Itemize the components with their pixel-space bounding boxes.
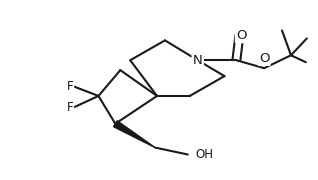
- Text: F: F: [66, 80, 73, 93]
- Text: F: F: [66, 101, 73, 114]
- Text: OH: OH: [196, 148, 214, 161]
- Text: O: O: [259, 52, 269, 65]
- Polygon shape: [114, 121, 155, 148]
- Text: O: O: [236, 29, 247, 42]
- Text: N: N: [193, 54, 203, 67]
